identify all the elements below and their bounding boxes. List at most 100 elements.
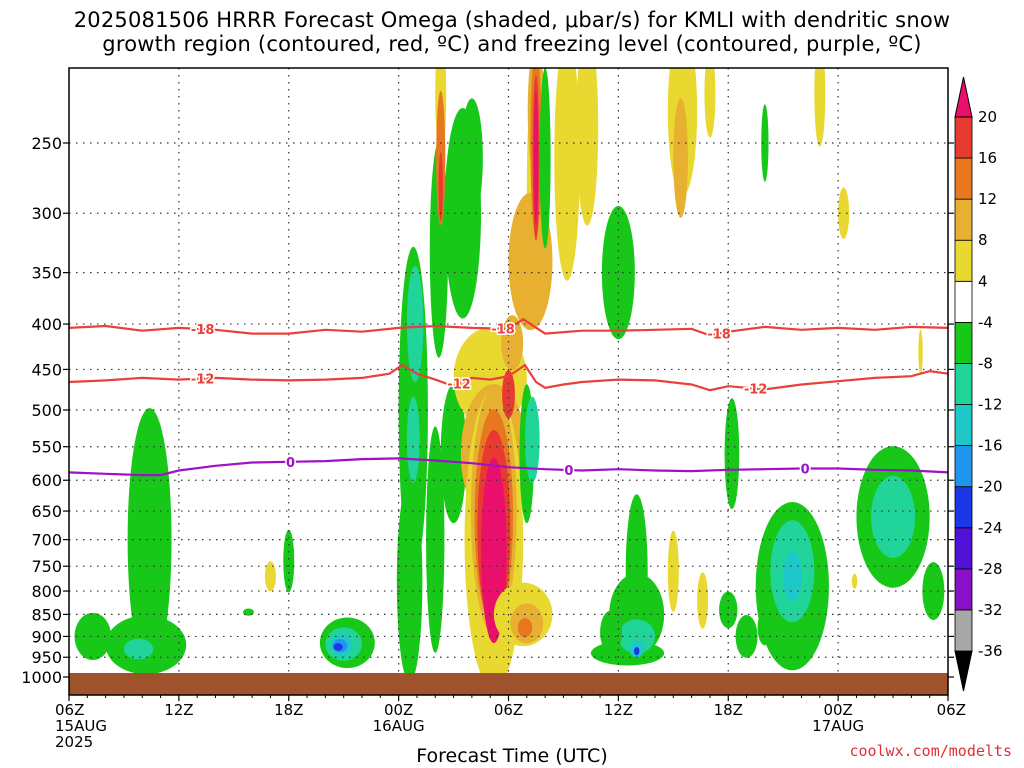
colorbar-swatch bbox=[954, 609, 973, 652]
colorbar-swatch bbox=[954, 239, 973, 282]
chart-title-line-2: growth region (contoured, red, ºC) and f… bbox=[102, 32, 922, 56]
omega-region bbox=[783, 551, 802, 602]
contour-label: 0 bbox=[801, 462, 810, 477]
colorbar-tick-label: -24 bbox=[978, 519, 1003, 537]
x-tick-label: 2025 bbox=[55, 733, 93, 751]
colorbar-swatch bbox=[954, 486, 973, 529]
y-tick-label: 400 bbox=[31, 315, 62, 334]
y-tick-label: 700 bbox=[31, 531, 62, 550]
contour-label: -12 bbox=[744, 383, 768, 398]
omega-region bbox=[761, 104, 769, 182]
omega-region bbox=[851, 573, 858, 589]
x-tick-label: 18Z bbox=[714, 701, 743, 719]
x-axis-label: Forecast Time (UTC) bbox=[416, 745, 608, 767]
y-tick-label: 550 bbox=[31, 438, 62, 457]
ground-surface bbox=[69, 673, 948, 695]
omega-region bbox=[601, 205, 635, 340]
omega-region bbox=[533, 90, 539, 226]
omega-region bbox=[440, 384, 467, 524]
y-tick-label: 800 bbox=[31, 582, 62, 601]
omega-region bbox=[673, 98, 688, 218]
omega-region bbox=[264, 561, 276, 592]
contour-line bbox=[69, 457, 948, 477]
y-tick-label: 850 bbox=[31, 605, 62, 624]
colorbar-swatch bbox=[954, 527, 973, 570]
y-tick-label: 450 bbox=[31, 360, 62, 379]
y-tick-label: 500 bbox=[31, 401, 62, 420]
colorbar-tick-label: 4 bbox=[978, 272, 988, 290]
x-tick-label: 15AUG bbox=[55, 717, 107, 735]
omega-region bbox=[517, 618, 533, 638]
colorbar-tick-label: -20 bbox=[978, 478, 1003, 496]
x-tick-label: 06Z bbox=[55, 701, 84, 719]
omega-region bbox=[524, 396, 540, 483]
y-tick-label: 350 bbox=[31, 264, 62, 283]
credit-link[interactable]: coolwx.com/modelts bbox=[849, 742, 1012, 760]
colorbar-tick-label: -12 bbox=[978, 396, 1003, 414]
colorbar-swatch bbox=[954, 445, 973, 488]
colorbar-extend-low bbox=[954, 650, 973, 692]
colorbar-tick-label: -8 bbox=[978, 354, 993, 372]
omega-region bbox=[539, 68, 551, 249]
ground-layer bbox=[69, 673, 948, 695]
grid-lines bbox=[69, 68, 948, 673]
omega-region bbox=[719, 591, 738, 629]
x-tick-label: 17AUG bbox=[812, 717, 864, 735]
x-tick-label: 06Z bbox=[494, 701, 523, 719]
contour-label: -18 bbox=[707, 328, 731, 343]
colorbar: -36 -32 -28 -24 -20 -16 -12 -8 -4 4 8 12 16 20 bbox=[954, 76, 1003, 692]
omega-region bbox=[508, 192, 553, 331]
colorbar-tick-label: -4 bbox=[978, 313, 993, 331]
colorbar-extend-high bbox=[954, 76, 973, 118]
omega-region bbox=[74, 612, 112, 660]
colorbar-swatch bbox=[954, 363, 973, 405]
chart-title-line-1: 2025081506 HRRR Forecast Omega (shaded, … bbox=[73, 8, 951, 32]
x-tick-label: 00Z bbox=[384, 701, 413, 719]
omega-region bbox=[333, 643, 343, 651]
colorbar-tick-label: -28 bbox=[978, 560, 1003, 578]
contour-label: 0 bbox=[564, 464, 573, 479]
omega-region bbox=[426, 426, 445, 653]
y-tick-label: 1000 bbox=[21, 668, 62, 687]
contour-label: -12 bbox=[191, 372, 215, 387]
x-tick-label: 18Z bbox=[274, 701, 303, 719]
colorbar-tick-label: 16 bbox=[978, 149, 997, 167]
colorbar-swatch bbox=[954, 280, 973, 323]
omega-region bbox=[724, 398, 740, 510]
omega-region bbox=[396, 480, 423, 683]
omega-region bbox=[406, 396, 420, 483]
omega-region bbox=[123, 638, 154, 660]
contour-label: 0 bbox=[286, 456, 295, 471]
colorbar-swatch bbox=[954, 198, 973, 241]
colorbar-swatch bbox=[954, 568, 973, 611]
omega-region bbox=[922, 562, 945, 620]
colorbar-tick-label: -32 bbox=[978, 601, 1003, 619]
omega-region bbox=[502, 370, 515, 419]
contour-line bbox=[69, 363, 948, 392]
y-tick-label: 600 bbox=[31, 471, 62, 490]
omega-region bbox=[625, 494, 648, 649]
omega-region bbox=[283, 529, 295, 593]
omega-region bbox=[871, 475, 916, 558]
omega-region bbox=[704, 68, 716, 138]
colorbar-tick-label: 12 bbox=[978, 190, 997, 208]
omega-region bbox=[735, 614, 758, 658]
omega-region bbox=[697, 572, 709, 629]
x-tick-label: 16AUG bbox=[373, 717, 425, 735]
omega-region bbox=[918, 329, 923, 375]
omega-region bbox=[838, 187, 850, 239]
colorbar-swatch bbox=[954, 116, 973, 159]
temperature-contours: -18 -18 -18 -12 -12 -12 0 0 0 bbox=[69, 317, 948, 481]
omega-region bbox=[554, 68, 580, 281]
x-tick-label: 06Z bbox=[937, 701, 966, 719]
x-tick-label: 12Z bbox=[164, 701, 193, 719]
y-tick-label: 900 bbox=[31, 627, 62, 646]
colorbar-swatch bbox=[954, 404, 973, 447]
colorbar-tick-label: -36 bbox=[978, 642, 1003, 660]
omega-region bbox=[667, 530, 679, 612]
colorbar-tick-label: -16 bbox=[978, 437, 1003, 455]
omega-region bbox=[406, 265, 424, 383]
omega-region bbox=[814, 68, 826, 147]
colorbar-tick-label: 8 bbox=[978, 231, 988, 249]
